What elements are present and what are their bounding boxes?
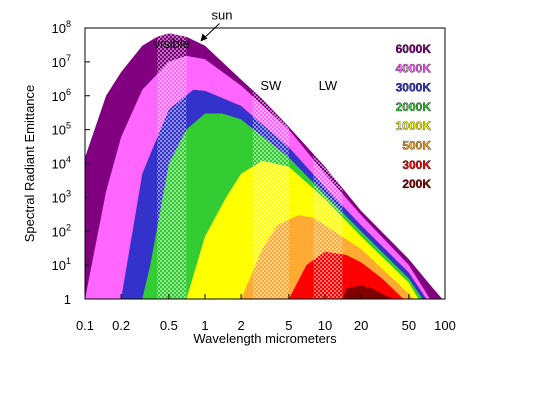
y-tick-label: 106: [52, 87, 71, 104]
band-label-visible: visible: [154, 36, 190, 51]
x-tick-label: 1: [201, 318, 208, 333]
x-tick-label: 5: [285, 318, 292, 333]
sun-annotation-arrowhead: [200, 33, 208, 42]
band-overlay-lw: [313, 28, 343, 299]
y-tick-label: 107: [52, 53, 71, 70]
y-tick-label: 102: [52, 222, 71, 239]
legend-entry-300k: 300K: [402, 158, 431, 172]
y-axis-title: Spectral Radiant Emittance: [22, 85, 37, 243]
band-overlay-sw: [252, 28, 289, 299]
x-tick-label: 0.2: [112, 318, 130, 333]
legend-entry-1000k: 1000K: [396, 119, 432, 133]
y-tick-label: 104: [52, 155, 71, 172]
y-tick-label: 101: [52, 256, 71, 273]
legend-entry-4000k: 4000K: [396, 61, 432, 75]
y-tick-label: 1: [64, 292, 71, 307]
y-tick-label: 105: [52, 121, 71, 138]
x-tick-label: 50: [402, 318, 416, 333]
x-tick-label: 20: [354, 318, 368, 333]
x-tick-label: 100: [434, 318, 456, 333]
x-tick-label: 10: [318, 318, 332, 333]
x-axis-title: Wavelength micrometers: [193, 331, 337, 346]
legend-entry-200k: 200K: [402, 177, 431, 191]
legend-entry-2000k: 2000K: [396, 100, 432, 114]
y-tick-label: 103: [52, 188, 71, 205]
band-label-sw: SW: [260, 78, 282, 93]
x-tick-label: 0.5: [160, 318, 178, 333]
band-label-lw: LW: [319, 78, 338, 93]
legend-entry-500k: 500K: [402, 139, 431, 153]
band-overlay-visible: [157, 28, 187, 299]
x-tick-label: 0.1: [76, 318, 94, 333]
x-tick-label: 2: [238, 318, 245, 333]
y-tick-label: 108: [52, 19, 71, 36]
legend-entry-3000k: 3000K: [396, 81, 432, 95]
sun-annotation-label: sun: [212, 7, 233, 22]
legend-entry-6000k: 6000K: [396, 42, 432, 56]
series-area-200k: [342, 285, 394, 299]
